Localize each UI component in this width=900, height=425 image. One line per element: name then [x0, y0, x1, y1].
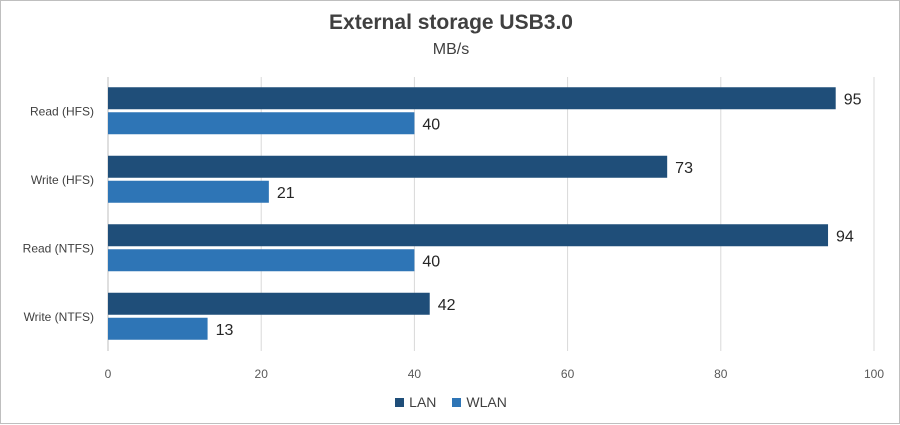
chart-title: External storage USB3.0	[329, 11, 573, 34]
category-label-0: Read (HFS)	[30, 104, 94, 118]
legend-item-wlan: WLAN	[452, 394, 507, 410]
x-tick-label-20: 20	[255, 367, 269, 381]
bar-lan-0	[108, 87, 836, 110]
category-label-2: Read (NTFS)	[23, 241, 94, 255]
data-label-wlan-3: 13	[216, 322, 234, 339]
data-label-lan-3: 42	[438, 297, 456, 314]
legend-swatch-wlan	[452, 397, 462, 407]
data-label-wlan-2: 40	[422, 253, 440, 270]
x-tick-label-60: 60	[561, 367, 575, 381]
data-label-wlan-1: 21	[277, 185, 295, 202]
chart-subtitle: MB/s	[432, 41, 470, 58]
x-tick-label-0: 0	[105, 367, 112, 381]
x-tick-label-100: 100	[864, 367, 884, 381]
category-label-3: Write (NTFS)	[24, 310, 94, 324]
bar-wlan-3	[108, 317, 208, 340]
legend: LAN WLAN	[1, 394, 900, 410]
bar-lan-3	[108, 292, 430, 315]
legend-item-lan: LAN	[395, 394, 436, 410]
bar-lan-1	[108, 155, 668, 178]
data-label-lan-2: 94	[836, 228, 854, 245]
legend-label-wlan: WLAN	[466, 394, 507, 410]
bar-wlan-0	[108, 112, 415, 135]
category-label-1: Write (HFS)	[31, 173, 94, 187]
data-label-lan-1: 73	[675, 160, 693, 177]
data-label-lan-0: 95	[844, 91, 862, 108]
bar-wlan-1	[108, 180, 269, 203]
bar-lan-2	[108, 224, 829, 247]
x-tick-label-40: 40	[408, 367, 422, 381]
x-tick-label-80: 80	[714, 367, 728, 381]
data-label-wlan-0: 40	[422, 116, 440, 133]
legend-swatch-lan	[395, 397, 405, 407]
legend-label-lan: LAN	[409, 394, 437, 410]
bar-wlan-2	[108, 249, 415, 272]
